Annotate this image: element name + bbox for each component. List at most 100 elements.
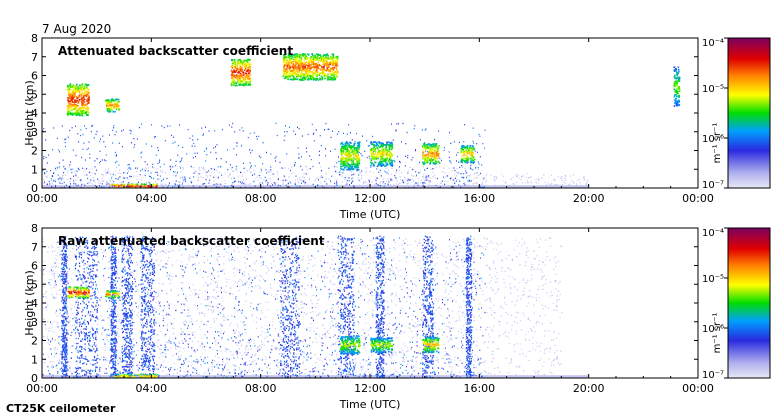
cloud-pixel [78,99,81,101]
background-return [505,182,507,184]
background-return [194,289,196,291]
background-return [59,167,61,169]
aerosol-return [52,149,54,151]
cloud-pixel [291,53,294,56]
background-return [547,307,549,309]
cloud-pixel [461,147,463,150]
cloud-pixel [304,57,306,60]
cloud-pixel [134,186,137,188]
background-return [524,182,527,184]
cloud-pixel [287,70,290,73]
background-return [205,174,208,176]
aerosol-return [294,164,296,166]
cloud-pixel [328,78,330,80]
cloud-pixel [463,152,466,155]
cloud-pixel [323,57,326,60]
background-return [383,169,385,172]
aerosol-return [367,145,369,147]
cloud-pixel [285,73,287,76]
background-return [154,307,156,309]
aerosol-return [323,186,325,188]
aerosol-return [474,150,476,152]
background-return [147,167,150,169]
cloud-pixel [81,97,83,99]
aerosol-return [95,169,97,171]
background-return [320,175,322,177]
cloud-pixel [305,74,307,77]
cloud-pixel [78,108,81,110]
cloud-pixel [82,111,85,113]
cloud-pixel [472,156,475,159]
background-return [530,176,532,178]
aerosol-return [63,166,65,168]
cloud-pixel [68,100,70,102]
cloud-pixel [294,67,296,69]
cloud-pixel [429,162,432,164]
aerosol-return [380,185,381,187]
background-return [259,177,261,179]
cloud-pixel [246,80,249,83]
cloud-pixel [381,153,384,155]
background-return [284,340,286,342]
cloud-pixel [462,159,464,162]
cloud-pixel [354,162,356,165]
cloud-pixel [239,67,241,70]
background-return [148,346,150,348]
aerosol-return [402,181,404,183]
cloud-pixel [379,162,382,165]
cloud-pixel [74,99,76,101]
background-return [405,356,407,358]
cloud-pixel [129,184,131,186]
cloud-pixel [242,60,245,63]
aerosol-return [424,169,426,171]
aerosol-return [180,160,182,163]
aerosol-return [175,165,177,167]
cloud-pixel [353,165,356,168]
background-return [44,182,46,184]
background-return [203,167,205,169]
background-return [120,173,122,175]
cloud-pixel [293,72,296,75]
aerosol-return [240,171,241,174]
cloud-pixel [283,59,285,61]
cloud-pixel [391,154,393,156]
cloud-pixel [300,63,303,65]
cloud-pixel [352,159,355,162]
aerosol-return [101,159,103,161]
background-return [390,173,392,175]
aerosol-return [175,160,177,162]
cloud-pixel [87,88,89,90]
cloud-pixel [67,86,69,88]
background-return [121,181,124,183]
cloud-pixel [333,72,335,74]
background-return [43,179,45,181]
aerosol-return [64,168,66,170]
cloud-pixel [286,64,288,67]
cloud-pixel [75,108,77,110]
background-return [535,179,537,181]
background-return [519,365,521,367]
aerosol-return [71,168,73,170]
cloud-pixel [300,57,303,59]
aerosol-return [236,142,238,144]
background-return [417,182,419,184]
aerosol-return [228,124,230,126]
background-return [475,181,477,183]
x-tick-label: 20:00 [573,192,605,205]
cloud-pixel [386,158,388,160]
aerosol-return [468,180,470,182]
aerosol-return [298,153,300,155]
aerosol-return [168,182,170,184]
aerosol-return [336,162,338,164]
background-return [341,181,344,183]
cloud-pixel [68,105,71,107]
background-return [127,168,129,170]
cloud-pixel [310,71,313,74]
background-return [266,371,268,373]
background-return [224,183,226,185]
background-return [294,181,296,183]
cloud-pixel [336,76,339,78]
background-return [98,182,100,184]
aerosol-return [62,159,64,161]
cloud-pixel [319,58,322,61]
